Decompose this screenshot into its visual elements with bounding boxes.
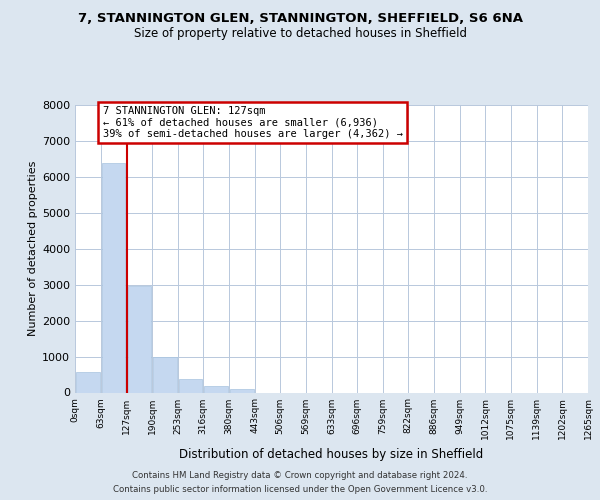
Text: 7 STANNINGTON GLEN: 127sqm
← 61% of detached houses are smaller (6,936)
39% of s: 7 STANNINGTON GLEN: 127sqm ← 61% of deta… <box>103 106 403 139</box>
Text: Contains public sector information licensed under the Open Government Licence v3: Contains public sector information licen… <box>113 484 487 494</box>
Bar <box>128 286 151 393</box>
Bar <box>101 162 125 392</box>
Text: Contains HM Land Registry data © Crown copyright and database right 2024.: Contains HM Land Registry data © Crown c… <box>132 472 468 480</box>
X-axis label: Distribution of detached houses by size in Sheffield: Distribution of detached houses by size … <box>179 448 484 461</box>
Text: 7, STANNINGTON GLEN, STANNINGTON, SHEFFIELD, S6 6NA: 7, STANNINGTON GLEN, STANNINGTON, SHEFFI… <box>77 12 523 26</box>
Text: Size of property relative to detached houses in Sheffield: Size of property relative to detached ho… <box>133 28 467 40</box>
Bar <box>153 356 176 392</box>
Bar <box>204 386 228 392</box>
Bar <box>76 372 100 392</box>
Bar <box>230 390 254 392</box>
Bar <box>179 379 202 392</box>
Y-axis label: Number of detached properties: Number of detached properties <box>28 161 38 336</box>
